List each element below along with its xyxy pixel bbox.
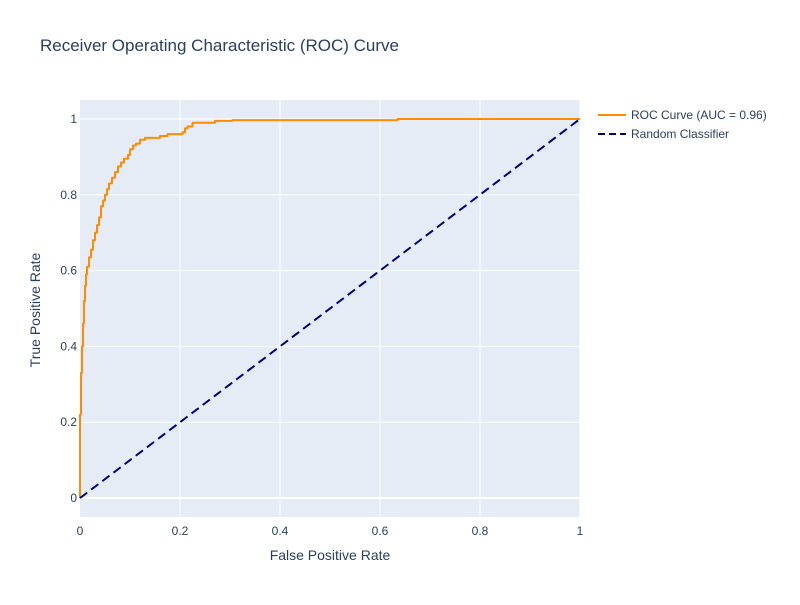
y-tick-label: 0.2 <box>60 415 77 429</box>
x-axis-title: False Positive Rate <box>270 547 391 563</box>
x-tick-label: 0 <box>77 524 84 538</box>
chart-title: Receiver Operating Characteristic (ROC) … <box>40 36 399 55</box>
legend-label-2: Random Classifier <box>631 127 729 141</box>
y-axis-title: True Positive Rate <box>27 252 43 367</box>
x-tick-label: 0.4 <box>272 524 289 538</box>
series-line-2 <box>79 118 581 499</box>
y-tick-label: 1 <box>70 112 77 126</box>
y-tick-label: 0.8 <box>60 188 77 202</box>
legend-label-1: ROC Curve (AUC = 0.96) <box>631 108 767 122</box>
x-tick-label: 0.2 <box>172 524 189 538</box>
y-tick-label: 0.6 <box>60 264 77 278</box>
x-tick-label: 1 <box>577 524 584 538</box>
x-tick-label: 0.8 <box>472 524 489 538</box>
y-tick-label: 0.4 <box>60 339 77 353</box>
x-tick-label: 0.6 <box>372 524 389 538</box>
series-line-1 <box>79 117 580 499</box>
legend: ROC Curve (AUC = 0.96) Random Classifier <box>598 108 767 141</box>
y-tick-label: 0 <box>70 491 77 505</box>
